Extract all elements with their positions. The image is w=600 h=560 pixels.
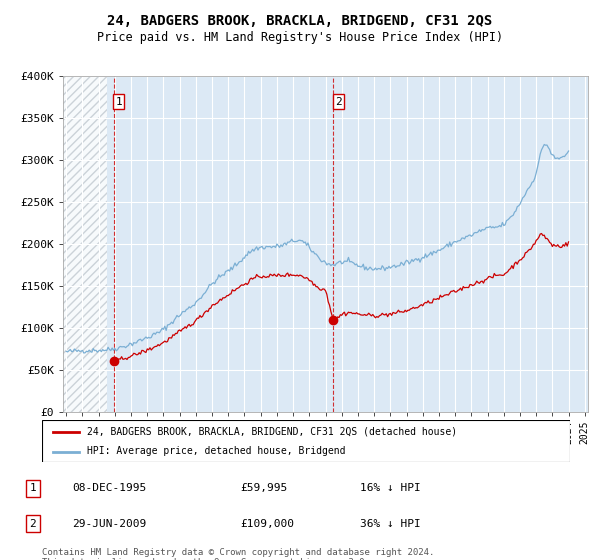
Text: 24, BADGERS BROOK, BRACKLA, BRIDGEND, CF31 2QS: 24, BADGERS BROOK, BRACKLA, BRIDGEND, CF… (107, 14, 493, 28)
Text: 29-JUN-2009: 29-JUN-2009 (72, 519, 146, 529)
Text: £109,000: £109,000 (240, 519, 294, 529)
Text: HPI: Average price, detached house, Bridgend: HPI: Average price, detached house, Brid… (87, 446, 346, 456)
Text: 36% ↓ HPI: 36% ↓ HPI (360, 519, 421, 529)
Text: 1: 1 (29, 483, 37, 493)
Text: 2: 2 (335, 97, 342, 106)
Text: 2: 2 (29, 519, 37, 529)
Text: Contains HM Land Registry data © Crown copyright and database right 2024.
This d: Contains HM Land Registry data © Crown c… (42, 548, 434, 560)
Text: 1: 1 (115, 97, 122, 106)
Text: 08-DEC-1995: 08-DEC-1995 (72, 483, 146, 493)
Text: £59,995: £59,995 (240, 483, 287, 493)
FancyBboxPatch shape (42, 420, 570, 462)
Text: 24, BADGERS BROOK, BRACKLA, BRIDGEND, CF31 2QS (detached house): 24, BADGERS BROOK, BRACKLA, BRIDGEND, CF… (87, 427, 457, 437)
Text: Price paid vs. HM Land Registry's House Price Index (HPI): Price paid vs. HM Land Registry's House … (97, 31, 503, 44)
Text: 16% ↓ HPI: 16% ↓ HPI (360, 483, 421, 493)
